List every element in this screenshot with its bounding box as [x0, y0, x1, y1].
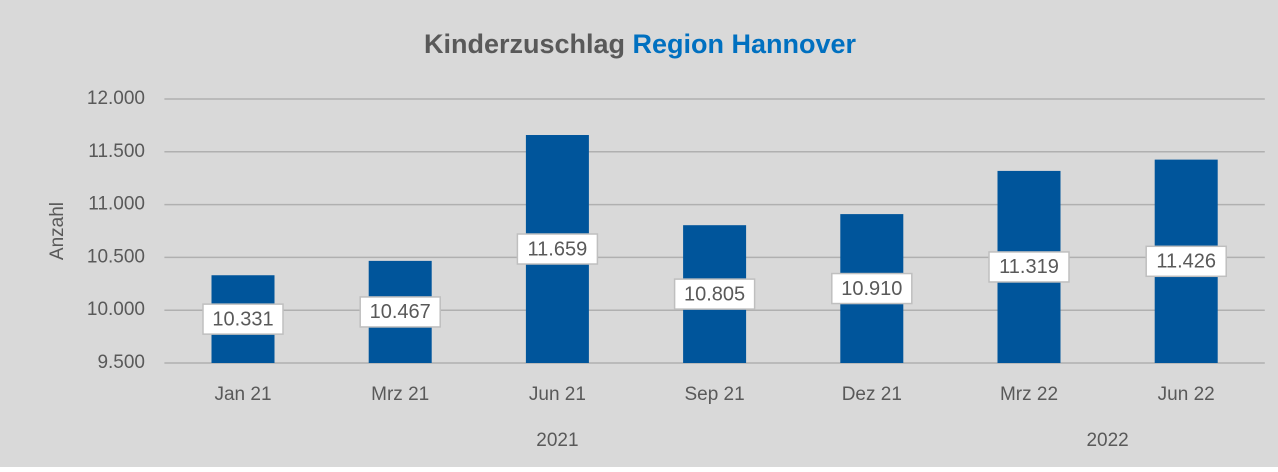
x-tick-label: Jan 21 — [214, 384, 271, 405]
y-tick-label: 12.000 — [87, 88, 145, 109]
x-tick-label: Dez 21 — [842, 384, 902, 405]
data-label: 11.659 — [528, 238, 588, 260]
x-tick-label: Mrz 21 — [371, 384, 429, 405]
data-label: 10.331 — [212, 308, 273, 330]
group-label: 2021 — [536, 430, 578, 451]
y-tick-label: 11.500 — [88, 141, 145, 162]
group-label: 2022 — [1086, 430, 1128, 451]
x-tick-label: Sep 21 — [684, 384, 744, 405]
y-tick-label: 10.000 — [87, 299, 145, 320]
data-label-box — [1145, 245, 1227, 278]
y-tick-label: 11.000 — [88, 194, 145, 215]
x-tick-label: Jun 22 — [1158, 384, 1215, 405]
data-label-box — [202, 303, 284, 335]
chart-title: Kinderzuschlag Region Hannover — [424, 29, 857, 59]
data-label-box — [359, 296, 441, 328]
x-tick-label: Jun 21 — [529, 384, 586, 405]
data-label-box — [831, 272, 913, 305]
data-label: 11.426 — [1156, 251, 1216, 273]
title-part: Kinderzuschlag — [424, 29, 625, 59]
x-tick-label: Mrz 22 — [1000, 384, 1058, 405]
y-tick-label: 10.500 — [87, 246, 145, 267]
title-part: Region Hannover — [633, 29, 857, 59]
y-tick-label: 9.500 — [97, 352, 145, 373]
data-label-box — [988, 251, 1070, 283]
data-label: 10.467 — [370, 301, 431, 323]
data-label-box — [516, 233, 599, 265]
y-axis-label: Anzahl — [47, 202, 68, 260]
data-label: 10.805 — [684, 283, 745, 305]
data-label: 10.910 — [841, 278, 902, 300]
data-label: 11.319 — [999, 256, 1059, 278]
data-label-box — [673, 278, 756, 310]
